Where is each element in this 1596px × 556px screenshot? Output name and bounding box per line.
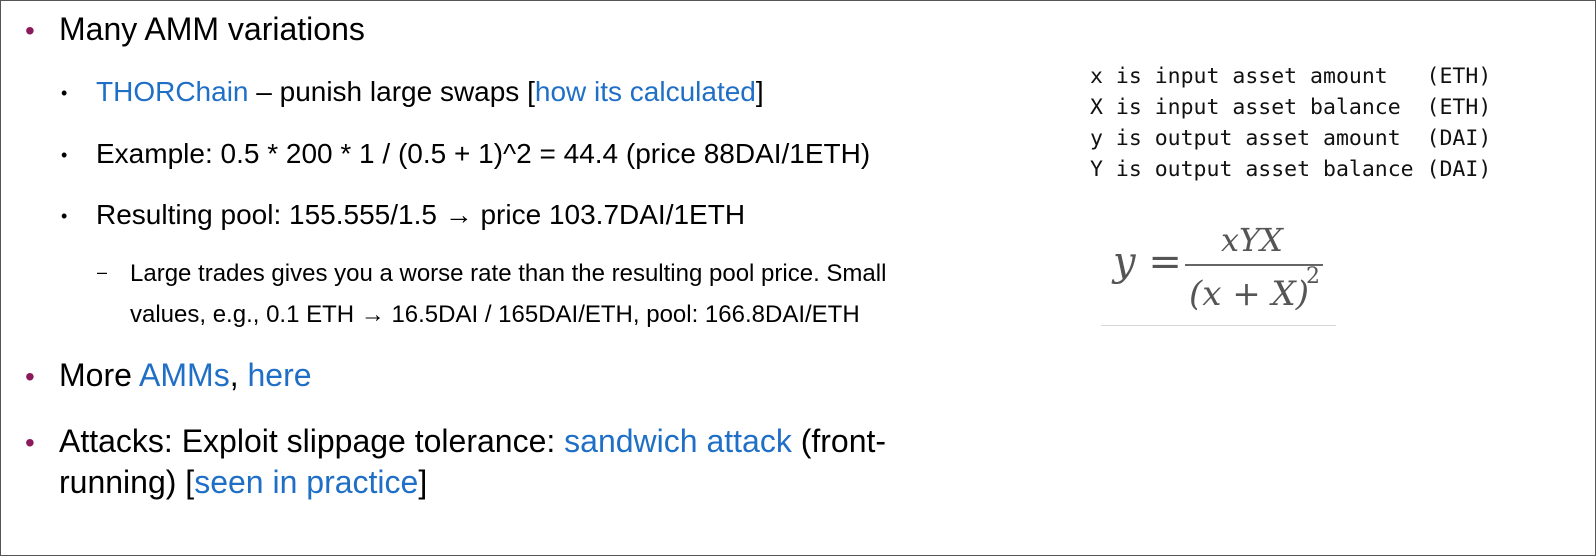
text-segment: – punish large swaps [ bbox=[248, 76, 535, 107]
legend-line: X is input asset balance (ETH) bbox=[1090, 95, 1492, 120]
formula-exponent: 2 bbox=[1306, 264, 1320, 289]
text-segment: ] bbox=[755, 76, 764, 107]
text-segment: Attacks: Exploit slippage tolerance: bbox=[59, 423, 565, 459]
seen-in-practice-link[interactable]: seen in practice bbox=[194, 464, 419, 500]
text-segment: , bbox=[229, 357, 248, 393]
sub-bullet-text: THORChain – punish large swaps [how its … bbox=[96, 75, 764, 109]
dash-marker: – bbox=[97, 262, 108, 282]
sub-bullet-dot: • bbox=[61, 145, 68, 165]
legend-line: Y is output asset balance (DAI) bbox=[1090, 157, 1492, 182]
formula-numerator: xYX bbox=[1221, 221, 1284, 259]
bullet-text-line-1: Attacks: Exploit slippage tolerance: san… bbox=[59, 421, 886, 461]
bullet-dot: • bbox=[25, 361, 35, 392]
sandwich-attack-link[interactable]: sandwich attack bbox=[564, 423, 792, 459]
formula-image: y = xYX (x + X) 2 bbox=[1101, 213, 1336, 326]
formula-denominator: (x + X) bbox=[1189, 274, 1309, 314]
sub-bullet-dot: • bbox=[61, 83, 68, 103]
sub-bullet-text: Resulting pool: 155.555/1.5 → price 103.… bbox=[96, 199, 746, 230]
note-line-2: values, e.g., 0.1 ETH → 16.5DAI / 165DAI… bbox=[130, 301, 860, 328]
note-line-1: Large trades gives you a worse rate than… bbox=[130, 260, 887, 287]
text-segment: ] bbox=[418, 464, 428, 500]
bullet-text: More AMMs, here bbox=[59, 355, 312, 395]
legend-line: y is output asset amount (DAI) bbox=[1090, 126, 1492, 151]
legend-line: x is input asset amount (ETH) bbox=[1090, 64, 1492, 89]
thorchain-link[interactable]: THORChain bbox=[96, 76, 249, 107]
how-its-calculated-link[interactable]: how its calculated bbox=[534, 76, 756, 107]
formula-lhs: y = bbox=[1111, 239, 1182, 285]
formula-svg: y = xYX (x + X) 2 bbox=[1111, 221, 1323, 314]
text-segment: running) [ bbox=[59, 464, 195, 500]
bullet-text-line-2: running) [seen in practice] bbox=[59, 462, 427, 502]
here-link[interactable]: here bbox=[247, 357, 312, 393]
bullet-dot: • bbox=[25, 15, 35, 46]
text-segment: (front- bbox=[791, 423, 887, 459]
bullet-text: Many AMM variations bbox=[59, 11, 365, 47]
sub-bullet-text: Example: 0.5 * 200 * 1 / (0.5 + 1)^2 = 4… bbox=[96, 138, 871, 169]
bullet-dot: • bbox=[25, 427, 35, 458]
variable-legend: x is input asset amount (ETH) X is input … bbox=[1090, 61, 1491, 185]
amms-link[interactable]: AMMs bbox=[139, 357, 230, 393]
sub-bullet-dot: • bbox=[61, 206, 68, 226]
text-segment: More bbox=[59, 357, 140, 393]
